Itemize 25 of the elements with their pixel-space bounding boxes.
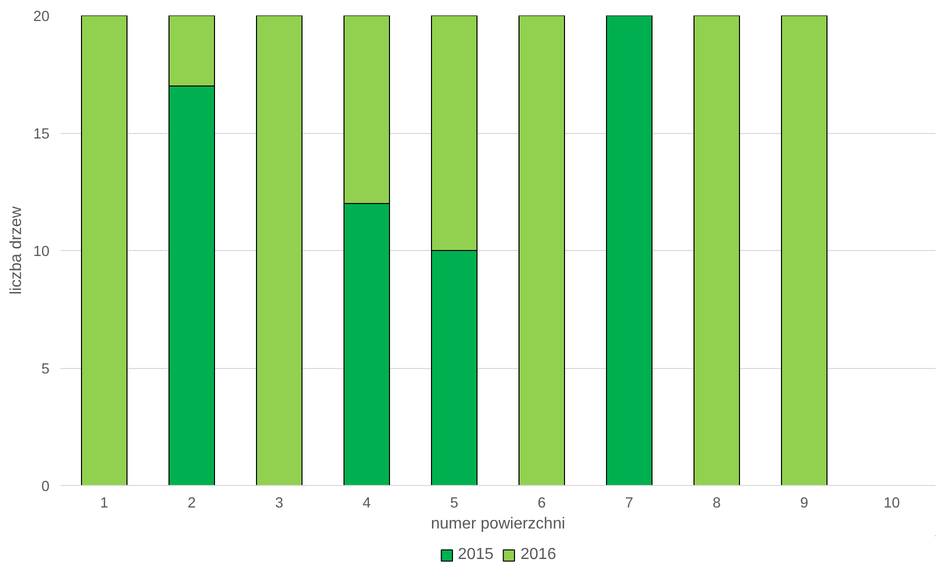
legend-label: 2016	[520, 546, 556, 564]
bar	[256, 16, 302, 486]
x-tick-label: 2	[188, 496, 196, 512]
x-tick-label: 4	[362, 496, 371, 512]
bar	[81, 16, 128, 486]
x-tick-label: 10	[884, 496, 900, 512]
bar	[606, 16, 652, 486]
bar	[781, 16, 828, 486]
bar	[518, 16, 565, 486]
x-tick-label: 8	[712, 496, 721, 512]
x-tick-label: 7	[625, 496, 634, 512]
x-tick-label: 3	[275, 496, 284, 512]
x-tick-label: 9	[800, 496, 808, 512]
x-tick-label: 1	[100, 496, 108, 512]
y-tick-label: 0	[41, 479, 50, 495]
x-axis-title: numer powierzchni	[430, 516, 566, 532]
x-tick-label: 6	[538, 496, 546, 512]
legend-label: 2015	[458, 546, 494, 564]
y-tick-label: 20	[33, 9, 50, 25]
y-tick-label: 15	[33, 126, 50, 142]
y-tick-label: 10	[33, 244, 50, 260]
y-axis-title: liczba drzew	[8, 206, 26, 295]
x-tick-label: 5	[450, 496, 458, 512]
bar	[694, 16, 740, 486]
y-tick-label: 5	[41, 362, 50, 378]
